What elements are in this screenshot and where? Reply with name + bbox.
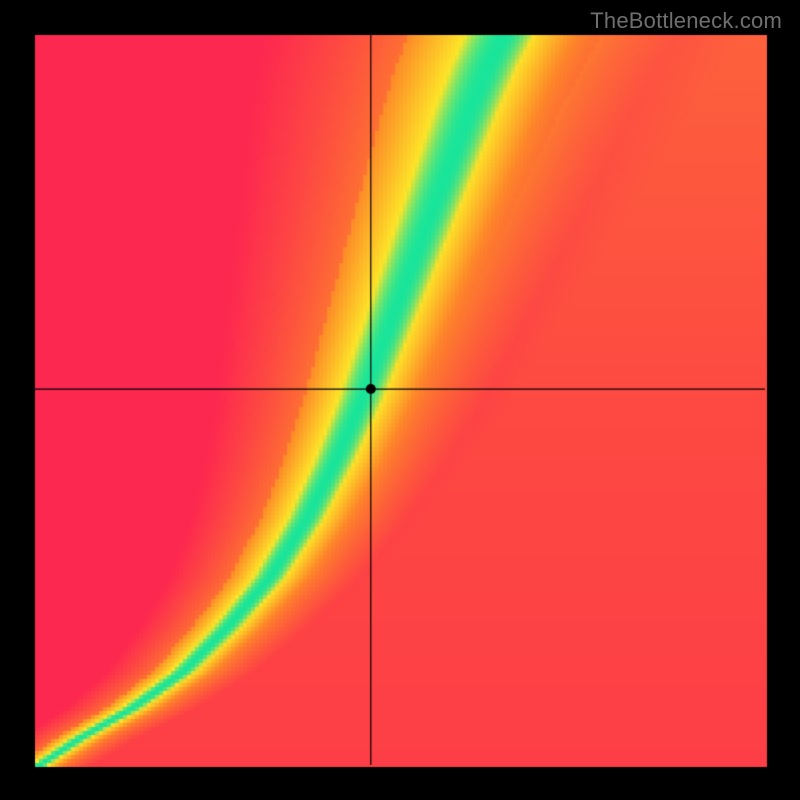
heatmap-canvas bbox=[0, 0, 800, 800]
chart-container: TheBottleneck.com bbox=[0, 0, 800, 800]
watermark-text: TheBottleneck.com bbox=[590, 8, 782, 34]
